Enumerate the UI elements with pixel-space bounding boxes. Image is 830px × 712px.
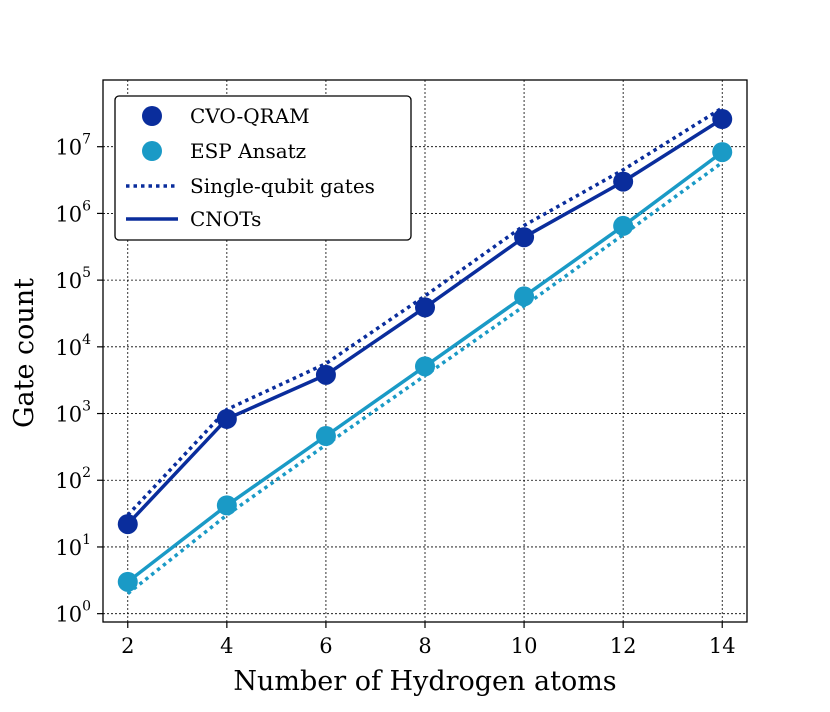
y-tick-base: 10 [55, 603, 82, 627]
x-tick-label: 2 [121, 634, 134, 658]
y-tick-label: 104 [55, 332, 91, 360]
legend-label: Single-qubit gates [190, 174, 375, 198]
y-tick-label: 103 [55, 399, 91, 427]
y-tick-label: 100 [55, 599, 91, 627]
y-tick-exponent: 4 [82, 332, 91, 348]
data-point [712, 142, 733, 163]
data-point [117, 571, 138, 592]
x-tick-label: 14 [709, 634, 736, 658]
data-point [613, 215, 634, 236]
x-tick-label: 12 [610, 634, 637, 658]
y-tick-exponent: 7 [82, 132, 91, 148]
y-tick-label: 101 [55, 532, 91, 560]
data-point [216, 495, 237, 516]
x-axis-label: Number of Hydrogen atoms [233, 666, 616, 697]
legend-label: CNOTs [190, 207, 261, 231]
y-tick-base: 10 [55, 469, 82, 493]
y-tick-base: 10 [55, 269, 82, 293]
data-point [117, 514, 138, 535]
y-tick-label: 102 [55, 465, 91, 493]
y-tick-exponent: 6 [82, 198, 91, 214]
x-tick-label: 4 [220, 634, 233, 658]
y-tick-label: 107 [55, 132, 91, 160]
y-tick-base: 10 [55, 336, 82, 360]
legend-marker [142, 141, 162, 161]
legend-label: CVO-QRAM [190, 104, 310, 128]
data-point [514, 227, 535, 248]
y-tick-exponent: 0 [82, 599, 91, 615]
series-layer [117, 106, 733, 595]
y-tick-exponent: 1 [82, 532, 91, 548]
data-point [415, 356, 435, 377]
y-tick-label: 106 [55, 198, 91, 226]
legend-label: ESP Ansatz [190, 139, 306, 163]
data-point [613, 171, 634, 192]
data-point [315, 364, 336, 385]
y-tick-base: 10 [55, 202, 82, 226]
data-point [514, 286, 535, 307]
legend: CVO-QRAM ESP Ansatz Single-qubit gates CNOT… [114, 95, 412, 241]
x-tick-label: 10 [511, 634, 538, 658]
y-tick-base: 10 [55, 403, 82, 427]
legend-box [114, 95, 412, 241]
y-tick-base: 10 [55, 536, 82, 560]
legend-marker [142, 106, 162, 126]
y-tick-exponent: 5 [82, 265, 91, 281]
y-axis-label: Gate count [9, 278, 40, 428]
y-tick-exponent: 3 [82, 399, 91, 415]
x-tick-label: 8 [418, 634, 431, 658]
data-point [712, 109, 733, 130]
data-point [415, 297, 435, 318]
y-tick-exponent: 2 [82, 465, 91, 481]
data-point [315, 426, 336, 447]
data-point [216, 408, 237, 429]
y-tick-label: 105 [55, 265, 91, 293]
x-tick-label: 6 [319, 634, 332, 658]
y-tick-base: 10 [55, 136, 82, 160]
